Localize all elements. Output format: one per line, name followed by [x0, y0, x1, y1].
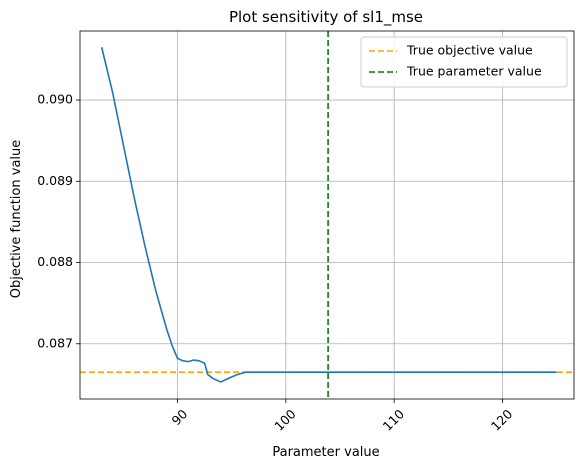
y-tick-label: 0.090	[37, 92, 73, 107]
legend-box	[360, 36, 568, 88]
chart-title: Plot sensitivity of sl1_mse	[229, 8, 423, 27]
data-series	[100, 47, 557, 383]
sensitivity-line	[100, 47, 557, 383]
legend-label: True parameter value	[406, 64, 542, 79]
x-tick-label: 110	[380, 406, 408, 434]
legend-label: True objective value	[406, 43, 533, 58]
x-axis-ticks: 90 100 110 120	[169, 399, 516, 434]
legend: True objective value True parameter value	[360, 36, 568, 88]
plot-area-frame	[79, 30, 575, 400]
x-tick-label: 100	[271, 406, 299, 434]
y-tick-label: 0.088	[37, 254, 73, 269]
y-axis-ticks: 0.087 0.088 0.089 0.090	[37, 92, 80, 350]
x-axis-label: Parameter value	[272, 445, 379, 460]
x-tick-label: 90	[169, 406, 191, 428]
y-tick-label: 0.089	[37, 173, 73, 188]
x-tick-label: 120	[488, 406, 516, 434]
grid	[80, 31, 574, 399]
y-axis-label: Objective function value	[9, 140, 24, 299]
y-tick-label: 0.087	[37, 335, 73, 350]
